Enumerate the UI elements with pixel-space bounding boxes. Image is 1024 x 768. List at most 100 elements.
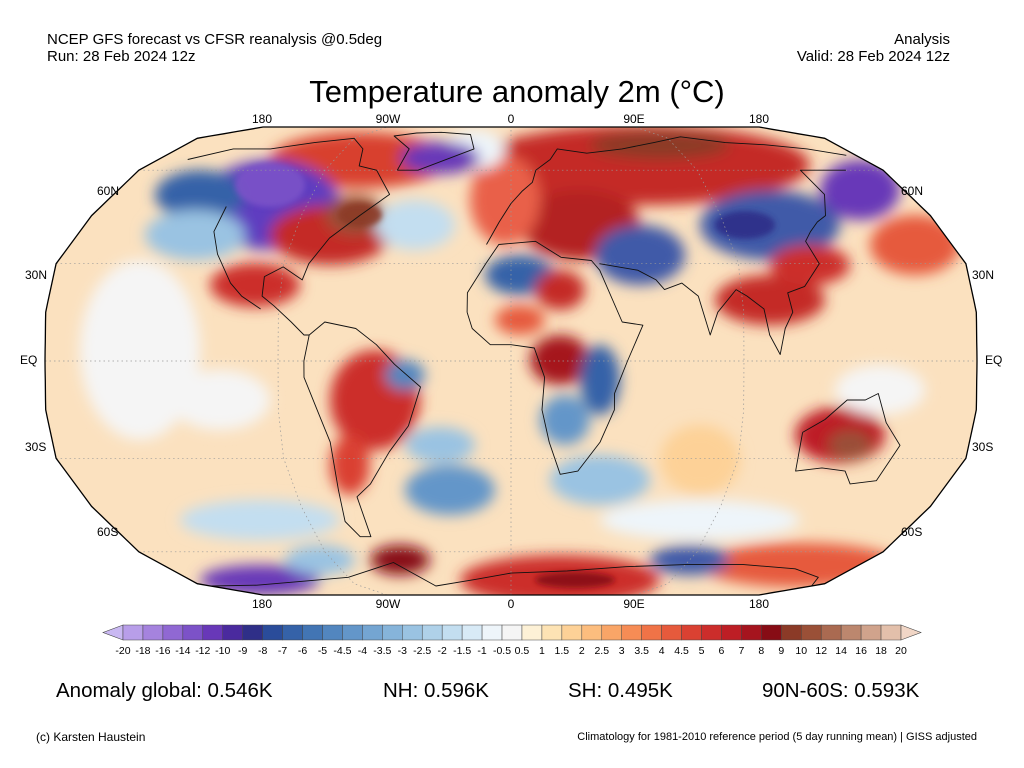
anomaly-90n-60s: 90N-60S: 0.593K [762, 679, 920, 702]
colorbar-min-triangle [102, 624, 124, 641]
colorbar-tick-label: 2 [578, 645, 585, 657]
colorbar-cell [302, 624, 323, 641]
colorbar-tick-label: -9 [238, 645, 248, 657]
colorbar-tick-label: -4 [357, 645, 368, 657]
colorbar-tick-label: 5 [698, 645, 705, 657]
colorbar-tick-label: 1 [539, 645, 545, 657]
lat-label-right-60n: 60N [901, 184, 924, 198]
colorbar-cell [162, 624, 184, 641]
colorbar-tick-label: 1.5 [554, 645, 570, 657]
valid-time: Valid: 28 Feb 2024 12z [796, 48, 950, 65]
colorbar-tick-label: -2.5 [413, 645, 432, 657]
colorbar [102, 624, 922, 641]
colorbar-cell [860, 624, 882, 641]
colorbar-tick-label: 3 [618, 645, 625, 657]
colorbar-cell [322, 624, 343, 641]
colorbar-cell [402, 624, 423, 641]
lat-label-right-eq: EQ [985, 353, 1003, 367]
colorbar-tick-label: 20 [895, 645, 907, 657]
colorbar-cell [801, 624, 822, 641]
colorbar-cell [781, 624, 802, 641]
colorbar-cell [481, 624, 503, 641]
colorbar-tick-label: 8 [758, 645, 765, 657]
colorbar-cell [880, 624, 902, 641]
colorbar-tick-label: -0.5 [492, 645, 512, 657]
colorbar-tick-label: 0.5 [514, 645, 530, 657]
colorbar-cell [561, 624, 583, 641]
colorbar-tick-label: -16 [155, 645, 171, 657]
colorbar-cell [242, 624, 263, 641]
lat-label-left-60s: 60S [97, 525, 119, 539]
colorbar-cell [521, 624, 543, 641]
colorbar-cell [820, 624, 842, 641]
climatology-note: Climatology for 1981-2010 reference peri… [577, 731, 977, 743]
lon-label-bottom-90w: 90W [375, 597, 401, 611]
colorbar-tick-label: 4 [658, 645, 665, 657]
colorbar-cell [621, 624, 642, 641]
colorbar-cell [761, 624, 782, 641]
colorbar-cell [581, 624, 603, 641]
colorbar-cell [282, 624, 303, 641]
anomaly-sh: SH: 0.495K [568, 679, 673, 702]
colorbar-cell [661, 624, 682, 641]
anomaly-nh: NH: 0.596K [383, 679, 489, 702]
colorbar-cell [701, 624, 722, 641]
copyright-credit: (c) Karsten Haustein [36, 730, 146, 744]
colorbar-tick-label: 12 [815, 645, 828, 657]
colorbar-max-triangle [900, 624, 922, 641]
colorbar-tick-label: 18 [875, 645, 887, 657]
lat-label-left-30n: 30N [25, 268, 48, 282]
colorbar-tick-label: -8 [257, 645, 268, 657]
colorbar-tick-label: 9 [778, 645, 785, 657]
colorbar-cell [741, 624, 762, 641]
lat-label-left-30s: 30S [25, 440, 47, 454]
anomaly-global: Anomaly global: 0.546K [56, 679, 273, 702]
colorbar-cell [262, 624, 283, 641]
colorbar-tick-label: -3 [397, 645, 407, 657]
lon-label-bottom-90e: 90E [623, 597, 645, 611]
colorbar-tick-label: 16 [855, 645, 867, 657]
colorbar-cell [202, 624, 223, 641]
map-field [45, 127, 977, 595]
colorbar-tick-label: 3.5 [634, 645, 649, 657]
colorbar-cell [142, 624, 164, 641]
colorbar-cell [641, 624, 662, 641]
colorbar-cell [222, 624, 243, 641]
colorbar-cell [362, 624, 383, 641]
colorbar-tick-label: 7 [738, 645, 745, 657]
colorbar-tick-label: -5 [317, 645, 328, 657]
lon-label-bottom-0: 0 [507, 597, 515, 611]
colorbar-cell [441, 624, 463, 641]
analysis-label: Analysis [894, 31, 950, 48]
colorbar-tick-label: 14 [835, 645, 847, 657]
lat-label-right-30s: 30S [972, 440, 994, 454]
colorbar-tick-label: 6 [718, 645, 725, 657]
colorbar-tick-label: -2 [437, 645, 447, 657]
colorbar-cell [721, 624, 742, 641]
colorbar-cell [182, 624, 204, 641]
colorbar-tick-label: -6 [297, 645, 308, 657]
colorbar-tick-label: 4.5 [674, 645, 689, 657]
lon-label-top-90w: 90W [375, 112, 401, 126]
colorbar-tick-label: -10 [215, 645, 231, 657]
colorbar-tick-label: 2.5 [594, 645, 610, 657]
map-title: Temperature anomaly 2m (°C) [309, 74, 725, 109]
colorbar-tick-label: -3.5 [373, 645, 392, 657]
colorbar-cell [541, 624, 563, 641]
colorbar-cell [840, 624, 862, 641]
colorbar-cell [382, 624, 403, 641]
lon-label-top-180e: 180 [748, 112, 770, 126]
colorbar-tick-label: -20 [115, 645, 131, 657]
lat-label-right-60s: 60S [901, 525, 923, 539]
lon-label-top-0: 0 [507, 112, 515, 126]
colorbar-tick-label: 10 [795, 645, 808, 657]
colorbar-tick-label: -1.5 [453, 645, 472, 657]
colorbar-tick-label: -1 [477, 645, 487, 657]
lon-label-top-180w: 180 [251, 112, 273, 126]
lon-label-bottom-180w: 180 [251, 597, 273, 611]
colorbar-tick-label: -7 [277, 645, 288, 657]
colorbar-cell [461, 624, 483, 641]
colorbar-cell [342, 624, 363, 641]
model-description: NCEP GFS forecast vs CFSR reanalysis @0.… [47, 31, 383, 48]
